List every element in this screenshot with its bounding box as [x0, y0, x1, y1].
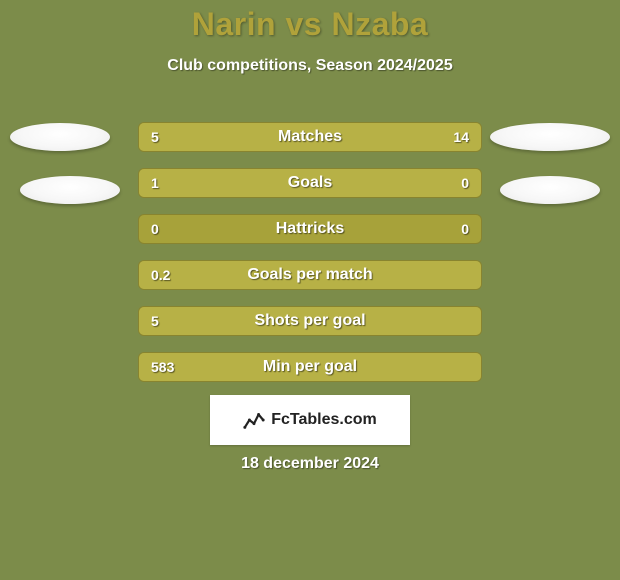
page-title: Narin vs Nzaba — [0, 6, 620, 43]
metric-value-left: 5 — [151, 307, 159, 335]
metric-row: 0 0Hattricks — [138, 214, 482, 244]
metrics-list: 514Matches10Goals00Hattricks0.2Goals per… — [138, 122, 482, 398]
player-left-flag-icon — [10, 123, 110, 151]
metric-value-left: 0.2 — [151, 261, 170, 289]
player-right-flag-icon — [500, 176, 600, 204]
metric-row: 583Min per goal — [138, 352, 482, 382]
metric-row: 10Goals — [138, 168, 482, 198]
metric-row: 0.2Goals per match — [138, 260, 482, 290]
bar-fill-left — [139, 307, 481, 335]
metric-label: Hattricks — [139, 215, 481, 243]
metric-value-left: 5 — [151, 123, 159, 151]
metric-value-left: 583 — [151, 353, 174, 381]
bar-fill-left — [139, 169, 399, 197]
metric-value-right: 0 — [461, 169, 469, 197]
metric-row: 514Matches — [138, 122, 482, 152]
player-left-flag-icon — [20, 176, 120, 204]
metric-value-left: 0 — [151, 215, 159, 243]
subtitle: Club competitions, Season 2024/2025 — [0, 57, 620, 75]
bar-fill-left — [139, 353, 481, 381]
bar-fill-right — [229, 123, 481, 151]
watermark-text: FcTables.com — [271, 411, 377, 429]
metric-value-right: 0 — [461, 215, 469, 243]
player-right-flag-icon — [490, 123, 610, 151]
bar-fill-left — [139, 261, 481, 289]
metric-value-right: 14 — [453, 123, 469, 151]
comparison-card: Narin vs Nzaba Club competitions, Season… — [0, 0, 620, 580]
metric-value-left: 1 — [151, 169, 159, 197]
metric-row: 5Shots per goal — [138, 306, 482, 336]
watermark: FcTables.com — [210, 395, 410, 445]
fctables-logo-icon — [243, 409, 265, 431]
date-text: 18 december 2024 — [0, 455, 620, 473]
